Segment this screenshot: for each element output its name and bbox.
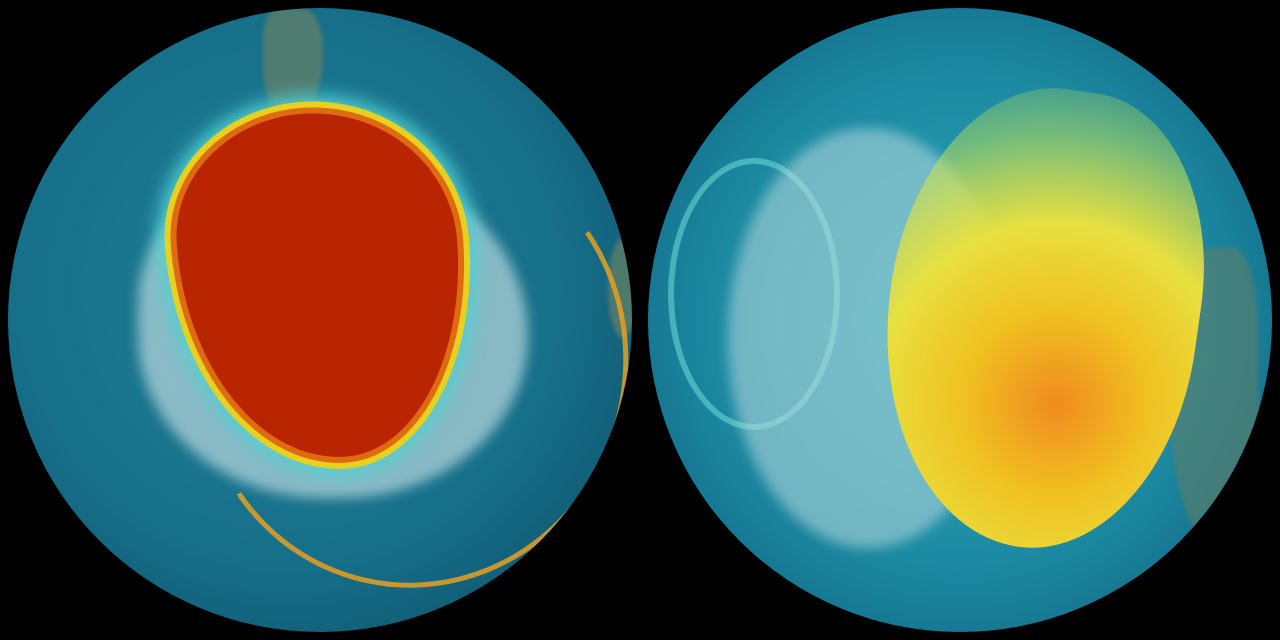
left-globe [8, 8, 632, 632]
right-globe [648, 8, 1272, 632]
africa-landmass-edge [608, 238, 632, 338]
south-america-landmass [263, 8, 323, 118]
